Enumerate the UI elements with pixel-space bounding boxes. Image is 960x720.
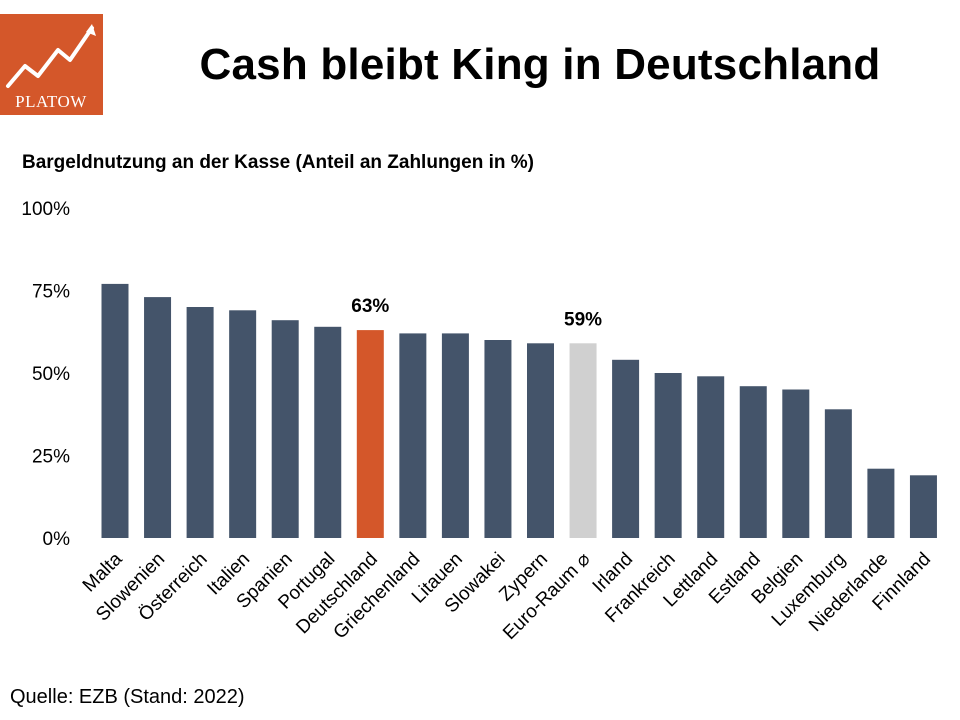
y-tick-label: 75%: [32, 282, 70, 303]
bar: [739, 386, 767, 538]
bar: [867, 468, 895, 538]
bar: [356, 330, 384, 538]
bar: [144, 297, 172, 538]
bar: [654, 373, 682, 538]
bar: [101, 283, 129, 538]
y-tick-label: 0%: [43, 529, 71, 550]
bar: [186, 307, 214, 538]
bar: [612, 359, 640, 538]
data-label: 59%: [564, 309, 602, 330]
chart-subtitle: Bargeldnutzung an der Kasse (Anteil an Z…: [22, 152, 534, 173]
bar: [697, 376, 725, 538]
bar: [824, 409, 852, 538]
source-note: Quelle: EZB (Stand: 2022): [10, 686, 245, 708]
y-tick-label: 100%: [21, 199, 70, 220]
bar: [782, 389, 810, 538]
data-label: 63%: [351, 296, 389, 317]
bar: [441, 333, 469, 538]
y-tick-label: 50%: [32, 364, 70, 385]
bar: [399, 333, 427, 538]
bar: [484, 340, 512, 538]
bar: [271, 320, 299, 538]
platow-logo: PLATOW: [0, 14, 103, 115]
bar: [909, 475, 937, 538]
bar: [314, 326, 342, 538]
bar: [569, 343, 597, 538]
logo-text: PLATOW: [15, 92, 87, 111]
chart-title: Cash bleibt King in Deutschland: [199, 40, 881, 89]
bar: [229, 310, 257, 538]
bar: [527, 343, 554, 538]
y-tick-label: 25%: [32, 447, 70, 468]
